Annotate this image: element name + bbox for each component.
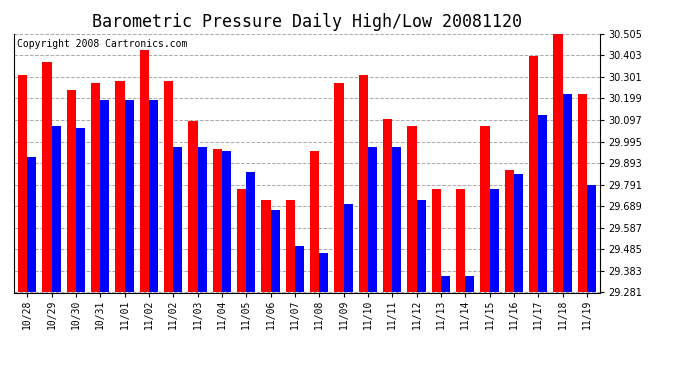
Bar — [18, 75, 27, 292]
Bar — [553, 33, 562, 292]
Bar — [490, 189, 499, 292]
Bar — [139, 50, 149, 292]
Bar — [213, 149, 222, 292]
Bar — [417, 200, 426, 292]
Bar — [432, 189, 441, 292]
Bar — [407, 126, 417, 292]
Bar — [42, 62, 52, 292]
Bar — [359, 75, 368, 292]
Bar — [124, 100, 134, 292]
Bar — [295, 246, 304, 292]
Bar — [368, 147, 377, 292]
Bar — [149, 100, 158, 292]
Bar — [237, 189, 246, 292]
Bar — [197, 147, 207, 292]
Bar — [529, 56, 538, 292]
Text: Copyright 2008 Cartronics.com: Copyright 2008 Cartronics.com — [17, 39, 187, 49]
Bar — [91, 83, 100, 292]
Bar — [587, 185, 596, 292]
Bar — [262, 200, 270, 292]
Bar — [115, 81, 124, 292]
Bar — [173, 147, 182, 292]
Bar — [465, 276, 475, 292]
Bar — [578, 94, 587, 292]
Bar — [441, 276, 450, 292]
Bar — [222, 151, 231, 292]
Bar — [480, 126, 490, 292]
Bar — [286, 200, 295, 292]
Bar — [456, 189, 465, 292]
Title: Barometric Pressure Daily High/Low 20081120: Barometric Pressure Daily High/Low 20081… — [92, 13, 522, 31]
Bar — [100, 100, 110, 292]
Bar — [310, 151, 319, 292]
Bar — [67, 90, 76, 292]
Bar — [538, 115, 547, 292]
Bar — [76, 128, 85, 292]
Bar — [270, 210, 279, 292]
Bar — [504, 170, 514, 292]
Bar — [246, 172, 255, 292]
Bar — [188, 122, 197, 292]
Bar — [319, 252, 328, 292]
Bar — [562, 94, 572, 292]
Bar — [514, 174, 523, 292]
Bar — [383, 119, 392, 292]
Bar — [335, 83, 344, 292]
Bar — [344, 204, 353, 292]
Bar — [392, 147, 402, 292]
Bar — [164, 81, 173, 292]
Bar — [52, 126, 61, 292]
Bar — [27, 158, 37, 292]
